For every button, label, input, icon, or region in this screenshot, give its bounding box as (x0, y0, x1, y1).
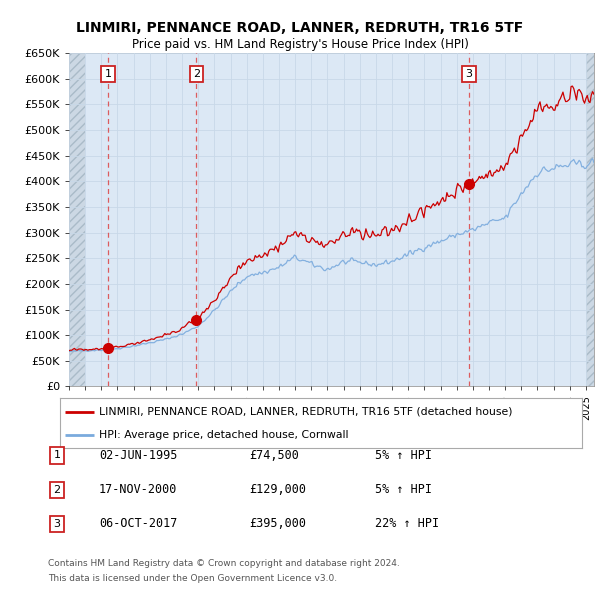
Text: This data is licensed under the Open Government Licence v3.0.: This data is licensed under the Open Gov… (48, 574, 337, 583)
Bar (586, 53, 594, 386)
Text: Price paid vs. HM Land Registry's House Price Index (HPI): Price paid vs. HM Land Registry's House … (131, 38, 469, 51)
Text: £395,000: £395,000 (249, 517, 306, 530)
Text: 22% ↑ HPI: 22% ↑ HPI (375, 517, 439, 530)
Text: LINMIRI, PENNANCE ROAD, LANNER, REDRUTH, TR16 5TF: LINMIRI, PENNANCE ROAD, LANNER, REDRUTH,… (76, 21, 524, 35)
Text: 1: 1 (53, 451, 61, 460)
Text: 5% ↑ HPI: 5% ↑ HPI (375, 449, 432, 462)
Text: 3: 3 (53, 519, 61, 529)
Text: 1: 1 (104, 68, 112, 78)
Text: 3: 3 (466, 68, 472, 78)
Text: LINMIRI, PENNANCE ROAD, LANNER, REDRUTH, TR16 5TF (detached house): LINMIRI, PENNANCE ROAD, LANNER, REDRUTH,… (99, 407, 512, 417)
Text: £74,500: £74,500 (249, 449, 299, 462)
Text: 17-NOV-2000: 17-NOV-2000 (99, 483, 178, 496)
Bar (69, 53, 85, 386)
Text: 2: 2 (193, 68, 200, 78)
Text: Contains HM Land Registry data © Crown copyright and database right 2024.: Contains HM Land Registry data © Crown c… (48, 559, 400, 568)
Text: 5% ↑ HPI: 5% ↑ HPI (375, 483, 432, 496)
Text: 02-JUN-1995: 02-JUN-1995 (99, 449, 178, 462)
Text: HPI: Average price, detached house, Cornwall: HPI: Average price, detached house, Corn… (99, 430, 349, 440)
Text: £129,000: £129,000 (249, 483, 306, 496)
Text: 2: 2 (53, 485, 61, 494)
Text: 06-OCT-2017: 06-OCT-2017 (99, 517, 178, 530)
